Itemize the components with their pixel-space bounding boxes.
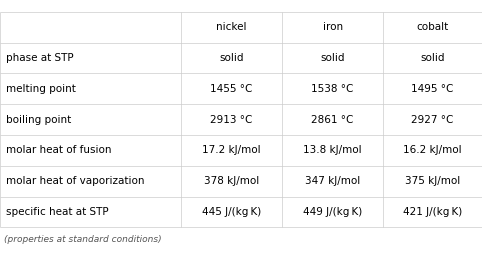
Text: 17.2 kJ/mol: 17.2 kJ/mol <box>202 145 261 155</box>
Text: 2913 °C: 2913 °C <box>210 115 253 124</box>
Text: 1455 °C: 1455 °C <box>210 84 253 94</box>
Text: specific heat at STP: specific heat at STP <box>6 207 108 217</box>
Text: solid: solid <box>219 53 243 63</box>
Text: melting point: melting point <box>6 84 76 94</box>
Text: solid: solid <box>321 53 345 63</box>
Text: iron: iron <box>322 22 343 32</box>
Text: 1538 °C: 1538 °C <box>311 84 354 94</box>
Text: 1495 °C: 1495 °C <box>412 84 454 94</box>
Text: 13.8 kJ/mol: 13.8 kJ/mol <box>303 145 362 155</box>
Text: 445 J/(kg K): 445 J/(kg K) <box>202 207 261 217</box>
Text: molar heat of vaporization: molar heat of vaporization <box>6 176 144 186</box>
Text: molar heat of fusion: molar heat of fusion <box>6 145 111 155</box>
Text: phase at STP: phase at STP <box>6 53 73 63</box>
Text: solid: solid <box>420 53 445 63</box>
Text: cobalt: cobalt <box>416 22 449 32</box>
Text: 16.2 kJ/mol: 16.2 kJ/mol <box>403 145 462 155</box>
Text: 378 kJ/mol: 378 kJ/mol <box>204 176 259 186</box>
Text: 2927 °C: 2927 °C <box>412 115 454 124</box>
Text: boiling point: boiling point <box>6 115 71 124</box>
Text: 449 J/(kg K): 449 J/(kg K) <box>303 207 362 217</box>
Text: 375 kJ/mol: 375 kJ/mol <box>405 176 460 186</box>
Text: nickel: nickel <box>216 22 247 32</box>
Text: 2861 °C: 2861 °C <box>311 115 354 124</box>
Text: (properties at standard conditions): (properties at standard conditions) <box>4 235 161 244</box>
Text: 347 kJ/mol: 347 kJ/mol <box>305 176 360 186</box>
Text: 421 J/(kg K): 421 J/(kg K) <box>403 207 462 217</box>
